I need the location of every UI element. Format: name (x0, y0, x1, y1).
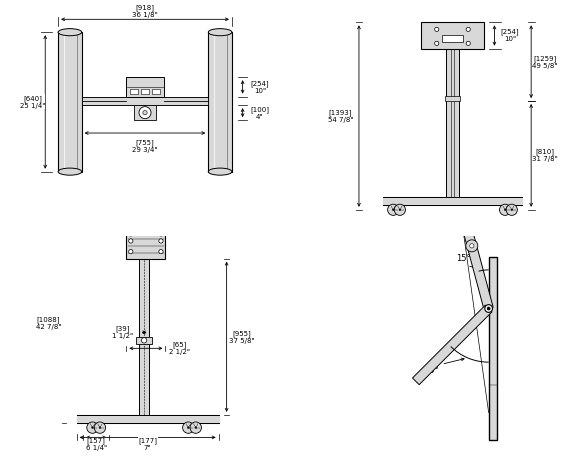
Text: [1393]
54 7/8": [1393] 54 7/8" (328, 109, 353, 123)
Bar (139, 259, 150, 415)
Circle shape (504, 209, 506, 211)
Ellipse shape (58, 168, 82, 175)
Bar (126, 77, 164, 97)
Text: [157]
6 1/4": [157] 6 1/4" (86, 438, 107, 451)
Bar (136, 337, 152, 344)
Bar (446, 49, 459, 197)
Bar (130, 89, 138, 94)
Polygon shape (454, 194, 493, 310)
Polygon shape (412, 305, 492, 385)
Circle shape (92, 427, 93, 429)
Circle shape (487, 307, 490, 310)
Circle shape (434, 27, 439, 32)
Circle shape (434, 41, 439, 45)
Circle shape (159, 239, 163, 243)
Bar (126, 227, 165, 259)
Circle shape (466, 27, 470, 32)
Circle shape (183, 422, 194, 433)
Circle shape (139, 107, 151, 118)
Circle shape (195, 427, 197, 429)
Circle shape (159, 232, 163, 236)
Bar (82, 97, 208, 105)
Bar (135, 105, 155, 120)
Bar (442, 35, 463, 42)
Circle shape (387, 204, 399, 215)
Text: [955]
37 5/8": [955] 37 5/8" (229, 330, 255, 344)
Bar (141, 89, 149, 94)
Text: [640]
25 1/4": [640] 25 1/4" (20, 95, 45, 109)
Circle shape (393, 209, 394, 211)
Circle shape (99, 427, 101, 429)
Circle shape (485, 304, 492, 312)
Circle shape (466, 41, 470, 45)
Text: [1088]
42 7/8": [1088] 42 7/8" (35, 316, 61, 329)
Circle shape (129, 239, 133, 243)
Circle shape (506, 204, 517, 215)
Bar (421, 22, 484, 49)
Text: [65]
2 1/2": [65] 2 1/2" (169, 341, 190, 355)
Ellipse shape (208, 168, 232, 175)
Circle shape (159, 250, 163, 254)
Bar (488, 257, 497, 440)
Circle shape (143, 110, 147, 115)
Circle shape (95, 422, 106, 433)
Text: [918]
36 1/8": [918] 36 1/8" (132, 4, 158, 17)
Text: [254]
10": [254] 10" (251, 80, 269, 94)
Text: [254]
10": [254] 10" (501, 29, 520, 42)
Circle shape (466, 240, 478, 252)
Ellipse shape (58, 29, 82, 36)
Circle shape (129, 232, 133, 236)
Circle shape (511, 209, 513, 211)
Circle shape (470, 244, 474, 248)
Bar (152, 89, 160, 94)
Circle shape (87, 422, 98, 433)
Text: 15°: 15° (456, 254, 471, 263)
Text: [810]
31 7/8": [810] 31 7/8" (532, 149, 558, 162)
Bar (445, 96, 461, 101)
Text: [39]
1 1/2": [39] 1 1/2" (113, 326, 133, 339)
Circle shape (499, 204, 511, 215)
Bar (58, 32, 82, 172)
Text: [177]
7": [177] 7" (138, 438, 157, 451)
Bar (208, 32, 232, 172)
Ellipse shape (208, 29, 232, 36)
Text: [1259]
49 5/8": [1259] 49 5/8" (532, 55, 558, 68)
Circle shape (394, 204, 405, 215)
Circle shape (399, 209, 401, 211)
Text: 45°: 45° (425, 366, 439, 375)
Text: [755]
29 3/4": [755] 29 3/4" (132, 139, 158, 153)
Circle shape (187, 427, 189, 429)
Circle shape (142, 337, 147, 343)
Circle shape (190, 422, 201, 433)
Circle shape (129, 250, 133, 254)
Text: [100]
4": [100] 4" (251, 106, 269, 119)
